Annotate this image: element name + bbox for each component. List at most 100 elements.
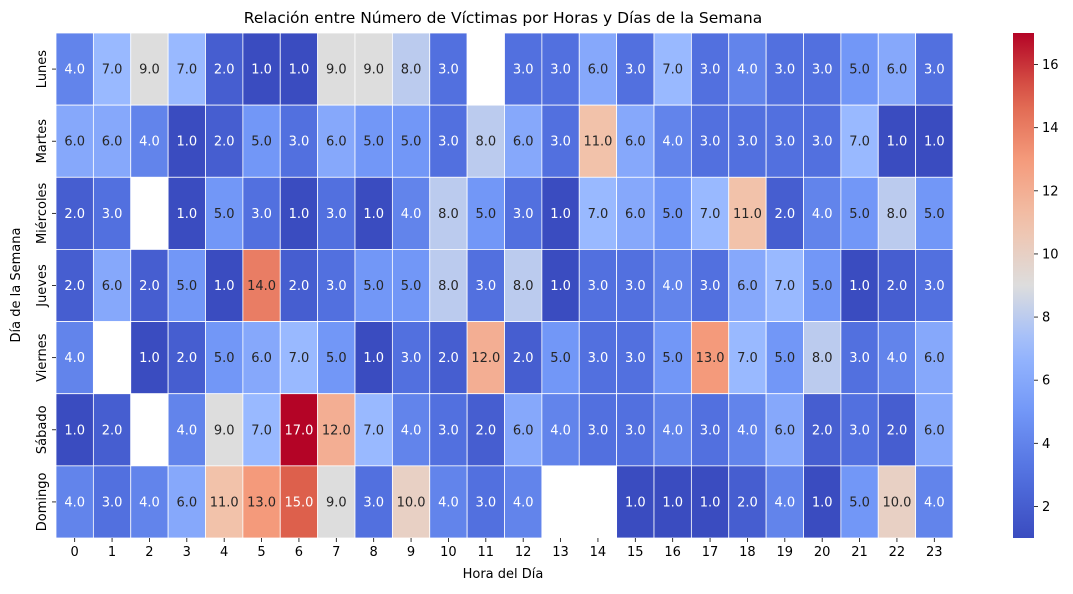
heatmap-cell bbox=[92, 321, 132, 395]
x-tick-label: 17 bbox=[702, 545, 719, 560]
y-tick-label: Viernes bbox=[35, 333, 50, 382]
cell-value-label: 5.0 bbox=[924, 207, 945, 222]
cell-value-label: 7.0 bbox=[737, 351, 758, 366]
cell-value-label: 2.0 bbox=[64, 279, 85, 294]
cell-value-label: 7.0 bbox=[662, 63, 683, 78]
cell-value-label: 9.0 bbox=[326, 495, 347, 510]
heatmap-cell bbox=[242, 249, 281, 322]
cell-value-label: 1.0 bbox=[662, 495, 683, 510]
x-tick-label: 11 bbox=[478, 545, 495, 560]
cell-value-label: 5.0 bbox=[662, 207, 683, 222]
heatmap-cell bbox=[92, 176, 132, 250]
heatmap-cell bbox=[803, 176, 842, 250]
cell-value-label: 5.0 bbox=[849, 63, 870, 78]
heatmap-cell bbox=[354, 249, 393, 322]
cell-value-label: 2.0 bbox=[887, 279, 908, 294]
cell-value-label: 6.0 bbox=[64, 135, 85, 150]
heatmap-cell bbox=[317, 321, 356, 395]
heatmap-cell bbox=[317, 32, 356, 106]
cell-value-label: 3.0 bbox=[588, 423, 609, 438]
cell-value-label: 1.0 bbox=[550, 279, 571, 294]
cell-value-label: 6.0 bbox=[774, 423, 795, 438]
cell-value-label: 3.0 bbox=[289, 135, 310, 150]
heatmap-cell bbox=[728, 393, 767, 467]
cell-value-label: 8.0 bbox=[513, 279, 534, 294]
heatmap-cell bbox=[55, 249, 94, 322]
cell-value-label: 2.0 bbox=[214, 135, 235, 150]
cell-value-label: 4.0 bbox=[176, 423, 197, 438]
cell-value-label: 6.0 bbox=[588, 63, 609, 78]
cell-value-label: 8.0 bbox=[887, 207, 908, 222]
cell-value-label: 2.0 bbox=[289, 279, 310, 294]
cell-value-label: 2.0 bbox=[737, 495, 758, 510]
x-tick-label: 16 bbox=[664, 545, 681, 560]
heatmap-cell bbox=[690, 465, 730, 539]
x-tick-label: 3 bbox=[183, 545, 191, 560]
cell-value-label: 5.0 bbox=[475, 207, 496, 222]
cell-value-label: 7.0 bbox=[289, 351, 310, 366]
cell-value-label: 1.0 bbox=[849, 279, 870, 294]
heatmap-cell bbox=[690, 393, 730, 467]
chart-title: Relación entre Número de Víctimas por Ho… bbox=[244, 9, 762, 27]
cell-value-label: 4.0 bbox=[924, 495, 945, 510]
heatmap-cell bbox=[915, 393, 954, 467]
heatmap-cell bbox=[317, 393, 356, 467]
heatmap-cell bbox=[167, 249, 206, 322]
cell-value-label: 6.0 bbox=[737, 279, 758, 294]
cell-value-label: 6.0 bbox=[887, 63, 908, 78]
heatmap-cell bbox=[92, 393, 132, 467]
y-tick-label: Sábado bbox=[35, 405, 50, 454]
heatmap-cell bbox=[429, 249, 468, 322]
heatmap-cell bbox=[55, 176, 94, 250]
heatmap-cell bbox=[242, 321, 281, 395]
cell-value-label: 2.0 bbox=[214, 63, 235, 78]
cell-value-label: 1.0 bbox=[289, 63, 310, 78]
cell-value-label: 1.0 bbox=[924, 135, 945, 150]
cell-value-label: 7.0 bbox=[176, 63, 197, 78]
cell-value-label: 6.0 bbox=[924, 423, 945, 438]
heatmap-cell bbox=[466, 465, 505, 539]
cell-value-label: 6.0 bbox=[251, 351, 272, 366]
heatmap-cell bbox=[840, 249, 879, 322]
x-tick-label: 5 bbox=[257, 545, 265, 560]
cell-value-label: 3.0 bbox=[438, 135, 459, 150]
y-tick-label: Jueves bbox=[35, 264, 50, 308]
heatmap-cell bbox=[840, 393, 879, 467]
cell-value-label: 1.0 bbox=[214, 279, 235, 294]
cell-value-label: 1.0 bbox=[812, 495, 833, 510]
colorbar-tick-label: 10 bbox=[1042, 247, 1059, 262]
cell-value-label: 6.0 bbox=[176, 495, 197, 510]
x-tick-label: 15 bbox=[627, 545, 644, 560]
heatmap-cell bbox=[803, 104, 842, 178]
cell-value-label: 3.0 bbox=[102, 207, 123, 222]
cell-value-label: 6.0 bbox=[924, 351, 945, 366]
cell-value-label: 11.0 bbox=[733, 207, 762, 222]
heatmap-cell bbox=[205, 249, 244, 322]
heatmap-cell bbox=[466, 104, 505, 178]
cell-value-label: 4.0 bbox=[737, 423, 758, 438]
heatmap-cell bbox=[504, 465, 543, 539]
cell-value-label: 3.0 bbox=[849, 423, 870, 438]
x-tick-label: 23 bbox=[926, 545, 943, 560]
heatmap-cell bbox=[578, 249, 618, 322]
x-tick-label: 12 bbox=[515, 545, 532, 560]
x-axis-label: Hora del Día bbox=[463, 567, 544, 582]
x-tick-label: 6 bbox=[295, 545, 303, 560]
cell-value-label: 11.0 bbox=[210, 495, 239, 510]
cell-value-label: 1.0 bbox=[139, 351, 160, 366]
heatmap-cell bbox=[391, 32, 431, 106]
cell-value-label: 3.0 bbox=[251, 207, 272, 222]
x-tick-label: 7 bbox=[332, 545, 340, 560]
cell-value-label: 1.0 bbox=[887, 135, 908, 150]
cell-value-label: 4.0 bbox=[662, 135, 683, 150]
cell-value-label: 5.0 bbox=[326, 351, 347, 366]
cell-value-label: 3.0 bbox=[625, 423, 646, 438]
cell-value-label: 2.0 bbox=[64, 207, 85, 222]
cell-value-label: 4.0 bbox=[662, 279, 683, 294]
heatmap-cell bbox=[877, 32, 917, 106]
x-tick-label: 14 bbox=[590, 545, 607, 560]
heatmap-cell bbox=[242, 465, 281, 539]
x-tick-label: 2 bbox=[145, 545, 153, 560]
heatmap-cell bbox=[616, 465, 655, 539]
colorbar-tick-label: 16 bbox=[1042, 58, 1059, 73]
